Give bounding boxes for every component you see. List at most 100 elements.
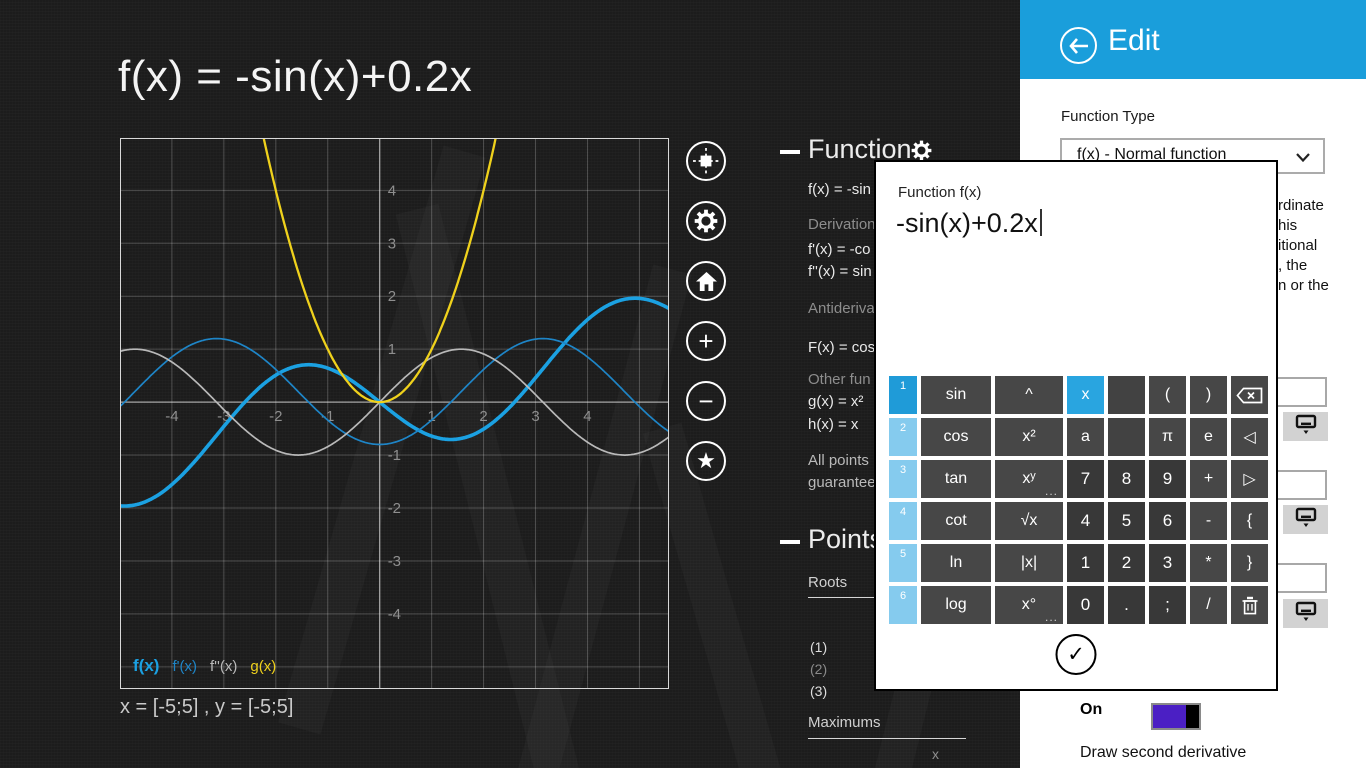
key-x²[interactable]: x² (995, 418, 1063, 456)
key-{[interactable]: { (1231, 502, 1268, 540)
fit-screen-icon (693, 148, 719, 174)
key-)[interactable]: ) (1190, 376, 1227, 414)
key-}[interactable]: } (1231, 544, 1268, 582)
math-keypad: 1 sin ^ x() 2 cos x² a π e ◁ 3 tan xʸ... 7 8 9 + ▷ 4 cot √x 4 5… (889, 376, 1268, 624)
svg-text:-3: -3 (388, 553, 401, 570)
maximums-underline (808, 738, 966, 739)
key-cot[interactable]: cot (921, 502, 991, 540)
keypad-page-tab-6[interactable]: 6 (889, 586, 917, 624)
key-π[interactable]: π (1149, 418, 1186, 456)
key-;[interactable]: ; (1149, 586, 1186, 624)
zoom-in-button[interactable]: + (686, 321, 726, 361)
svg-text:-2: -2 (269, 408, 282, 425)
key-+[interactable]: + (1190, 460, 1227, 498)
key-1[interactable]: 1 (1067, 544, 1104, 582)
key-3[interactable]: 3 (1149, 544, 1186, 582)
legend-item-fx[interactable]: f'(x) (172, 658, 197, 675)
key-xʸ[interactable]: xʸ... (995, 460, 1063, 498)
trash-key[interactable] (1231, 586, 1268, 624)
star-icon: ★ (696, 448, 716, 473)
key-x[interactable]: x (1067, 376, 1104, 414)
root-list-item[interactable]: (3) (810, 683, 828, 699)
settings-button[interactable] (686, 201, 726, 241)
function-detail-line: f''(x) = sin (808, 263, 872, 280)
zoom-out-button[interactable]: − (686, 381, 726, 421)
key-8[interactable]: 8 (1108, 460, 1145, 498)
key-5[interactable]: 5 (1108, 502, 1145, 540)
key-log[interactable]: log (921, 586, 991, 624)
edit-panel-header: Edit (1020, 0, 1366, 79)
monitor-keypad-icon (1293, 507, 1319, 532)
open-keypad-button-2[interactable] (1283, 505, 1328, 534)
points-section-title: Points (808, 524, 884, 554)
function-expression-input[interactable]: -sin(x)+0.2x (896, 208, 1042, 239)
svg-text:3: 3 (531, 408, 539, 425)
fit-screen-button[interactable] (686, 141, 726, 181)
home-icon (695, 271, 717, 291)
collapse-points-icon[interactable] (780, 540, 800, 544)
legend-item-gx[interactable]: g(x) (250, 658, 277, 675)
key-7[interactable]: 7 (1067, 460, 1104, 498)
key-9[interactable]: 9 (1149, 460, 1186, 498)
keypad-page-tab-5[interactable]: 5 (889, 544, 917, 582)
open-keypad-button-3[interactable] (1283, 599, 1328, 628)
confirm-button[interactable]: ✓ (1055, 634, 1097, 675)
key-sin[interactable]: sin (921, 376, 991, 414)
minus-icon: − (698, 386, 714, 416)
open-keypad-button-1[interactable] (1283, 412, 1328, 441)
key-([interactable]: ( (1149, 376, 1186, 414)
function-settings-button[interactable] (911, 140, 932, 166)
toggle-track (1153, 705, 1186, 728)
key-0[interactable]: 0 (1067, 586, 1104, 624)
legend-item-fx[interactable]: f(x) (133, 656, 160, 675)
key-*[interactable]: * (1190, 544, 1227, 582)
key-◁[interactable]: ◁ (1231, 418, 1268, 456)
function-plot[interactable]: -4 -3 -2 -1 1 2 3 4 4 3 2 1 -1 -2 -3 -4 f(x) f'(x) f''(x)… (120, 138, 669, 689)
key-2[interactable]: 2 (1108, 544, 1145, 582)
key-|x|[interactable]: |x| (995, 544, 1063, 582)
key-cos[interactable]: cos (921, 418, 991, 456)
function-detail-line: F(x) = cos (808, 339, 876, 356)
key-a[interactable]: a (1067, 418, 1104, 456)
key-.[interactable]: . (1108, 586, 1145, 624)
key-e[interactable]: e (1190, 418, 1227, 456)
key-x°[interactable]: x°... (995, 586, 1063, 624)
collapse-function-icon[interactable] (780, 150, 800, 154)
backspace-key[interactable] (1231, 376, 1268, 414)
key-4[interactable]: 4 (1067, 502, 1104, 540)
expression-text: -sin(x)+0.2x (896, 208, 1038, 238)
keypad-page-tab-3[interactable]: 3 (889, 460, 917, 498)
draw-derivative-toggle[interactable] (1151, 703, 1201, 730)
keypad-page-tab-4[interactable]: 4 (889, 502, 917, 540)
favorite-button[interactable]: ★ (686, 441, 726, 481)
key-/[interactable]: / (1190, 586, 1227, 624)
key-ln[interactable]: ln (921, 544, 991, 582)
back-button[interactable] (1060, 27, 1097, 64)
roots-list: (1) (2) (3) (810, 636, 827, 702)
key--[interactable]: - (1190, 502, 1227, 540)
svg-text:4: 4 (388, 182, 396, 199)
svg-text:1: 1 (388, 341, 396, 358)
key-^[interactable]: ^ (995, 376, 1063, 414)
function-detail-line: All points (808, 452, 869, 469)
keypad-page-tab-1[interactable]: 1 (889, 376, 917, 414)
edit-panel-title: Edit (1108, 24, 1160, 57)
keypad-page-tab-2[interactable]: 2 (889, 418, 917, 456)
root-list-item[interactable]: (2) (810, 661, 828, 677)
function-detail-line: f(x) = -sin (808, 181, 871, 198)
page-title: f(x) = -sin(x)+0.2x (118, 52, 473, 101)
key-√x[interactable]: √x (995, 502, 1063, 540)
toggle-thumb[interactable] (1186, 705, 1199, 728)
key-▷[interactable]: ▷ (1231, 460, 1268, 498)
home-button[interactable] (686, 261, 726, 301)
root-list-item[interactable]: (1) (810, 639, 828, 655)
text-caret (1039, 209, 1042, 236)
key-blank (1108, 418, 1145, 456)
legend-item-fx[interactable]: f''(x) (209, 658, 238, 675)
function-detail-line: guarantee (808, 474, 876, 491)
key-6[interactable]: 6 (1149, 502, 1186, 540)
key-blank (1108, 376, 1145, 414)
plot-legend: f(x) f'(x) f''(x) g(x) (133, 656, 289, 676)
key-tan[interactable]: tan (921, 460, 991, 498)
